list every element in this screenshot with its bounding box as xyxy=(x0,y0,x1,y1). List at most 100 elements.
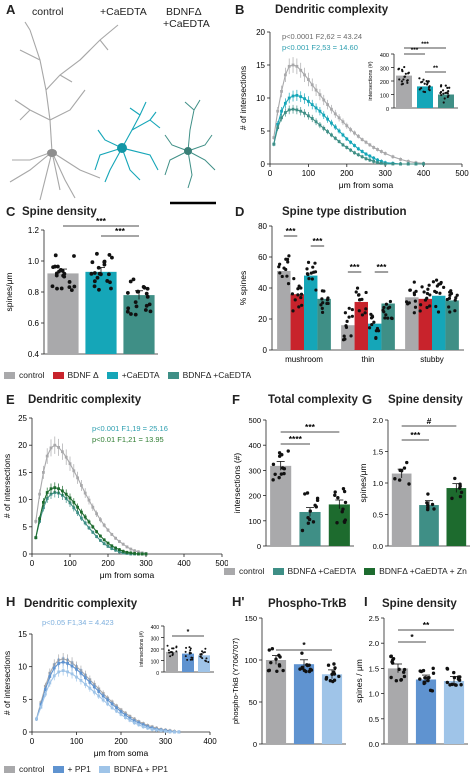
e-y-tick-label: 10 xyxy=(18,496,27,505)
d-bar xyxy=(304,275,318,350)
b-inset-data-point xyxy=(400,80,404,83)
e-y-tick-label: 20 xyxy=(18,441,27,450)
b-inset-data-point xyxy=(447,90,450,93)
h-prime-y-tick-label: 50 xyxy=(249,698,257,707)
g-data-point xyxy=(426,492,430,496)
d-data-point xyxy=(370,322,374,327)
d-data-point xyxy=(313,270,318,274)
f-y-tick-label: 500 xyxy=(248,416,261,425)
panel-label-h-prime: H' xyxy=(232,594,245,609)
b-x-tick-label: 500 xyxy=(455,169,469,178)
c-data-point xyxy=(50,284,55,289)
h-inset-data-point xyxy=(189,658,192,661)
g-data-point xyxy=(402,466,407,470)
h-prime-data-point xyxy=(302,668,307,673)
b-y-tick-label: 0 xyxy=(261,160,266,169)
d-data-point xyxy=(427,283,431,287)
h-series-line-2 xyxy=(35,661,179,733)
d-data-point xyxy=(347,306,351,310)
g-data-point xyxy=(453,476,457,481)
i-data-point xyxy=(390,661,395,665)
d-data-point xyxy=(287,254,291,258)
f-sig-label: *** xyxy=(305,422,316,432)
h-prime-bar xyxy=(265,660,287,744)
f-data-point xyxy=(273,472,277,477)
h-inset-data-point xyxy=(172,647,175,650)
b-x-tick-label: 200 xyxy=(340,169,354,178)
f-data-point xyxy=(342,489,347,494)
b-inset-sig-label: *** xyxy=(411,47,419,54)
f-data-point xyxy=(279,472,284,476)
f-data-point xyxy=(343,518,347,522)
f-data-point xyxy=(343,500,348,505)
d-data-point xyxy=(290,292,295,296)
f-data-point xyxy=(305,491,310,495)
panel-label-c: C xyxy=(6,204,16,219)
i-data-point xyxy=(453,683,457,687)
c-data-point xyxy=(54,273,59,278)
f-data-point xyxy=(311,520,316,524)
f-data-point xyxy=(282,467,287,471)
b-inset-data-point xyxy=(425,79,428,83)
d-data-point xyxy=(420,285,424,289)
c-data-point xyxy=(125,291,130,295)
d-data-point xyxy=(299,295,303,300)
d-data-point xyxy=(412,280,416,284)
h-x-tick-label: 100 xyxy=(70,737,84,746)
c-data-point xyxy=(55,264,60,269)
h-inset-data-point xyxy=(201,657,204,660)
g-y-tick-label: 1.5 xyxy=(373,448,383,457)
neuron-label-control: control xyxy=(32,6,64,18)
d-data-point xyxy=(300,303,304,307)
c-data-point xyxy=(90,260,95,265)
h-inset-data-point xyxy=(184,650,187,653)
b-inset-data-point xyxy=(418,77,421,80)
panel-h-prime-chart: 0 50 100 150 phospho-TrkB (Y706/707) * xyxy=(231,614,346,749)
d-data-point xyxy=(305,272,310,276)
legend-row-1: control BDNF Δ +CaEDTA BDNFΔ +CaEDTA xyxy=(4,370,251,380)
b-inset-data-point xyxy=(401,70,404,73)
b-inset-y-axis-label: intersections (#) xyxy=(368,61,374,100)
h-inset-data-point xyxy=(171,647,174,650)
b-inset-data-point xyxy=(427,80,430,83)
d-category-label: thin xyxy=(362,355,375,364)
b-inset-data-point xyxy=(443,97,446,100)
c-data-point xyxy=(62,274,67,279)
h-inset-data-point xyxy=(207,661,210,664)
h-inset-sig-label: * xyxy=(187,629,190,636)
panel-e-stat1: p<0.001 F1,19 = 25.16 xyxy=(92,424,168,433)
d-data-point xyxy=(326,301,330,306)
d-data-point xyxy=(449,289,453,293)
b-inset-data-point xyxy=(403,65,406,69)
legend3-swatch-control xyxy=(4,765,15,773)
i-sig-label: ** xyxy=(423,620,430,630)
d-data-point xyxy=(412,311,416,315)
control-soma xyxy=(47,149,57,157)
d-category-label: stubby xyxy=(420,355,444,364)
d-data-point xyxy=(408,288,412,292)
e-x-tick-label: 100 xyxy=(63,559,77,568)
c-y-tick-label: 1.2 xyxy=(28,226,40,235)
f-data-point xyxy=(333,493,337,497)
b-inset-y-tick-label: 100 xyxy=(380,94,389,100)
d-y-tick-label: 60 xyxy=(258,253,267,262)
b-inset-data-point xyxy=(398,78,401,81)
b-inset-sig-label: *** xyxy=(421,41,429,48)
b-inset-y-tick-label: 300 xyxy=(380,67,389,73)
h-inset-data-point xyxy=(201,650,204,653)
i-data-point xyxy=(394,679,399,683)
d-data-point xyxy=(386,316,390,320)
i-y-tick-label: 1.5 xyxy=(369,664,379,673)
d-data-point xyxy=(341,338,346,342)
e-x-tick-label: 300 xyxy=(139,559,153,568)
d-data-point xyxy=(343,311,347,315)
d-y-tick-label: 40 xyxy=(258,284,267,293)
h-inset-data-point xyxy=(204,647,207,650)
d-data-point xyxy=(370,314,374,318)
b-inset-data-point xyxy=(402,78,405,81)
h-inset-data-point xyxy=(189,649,192,652)
h-y-axis-label: # of intersections xyxy=(2,651,12,715)
d-data-point xyxy=(344,325,349,329)
panel-label-i: I xyxy=(364,594,368,609)
d-bar xyxy=(418,298,432,350)
